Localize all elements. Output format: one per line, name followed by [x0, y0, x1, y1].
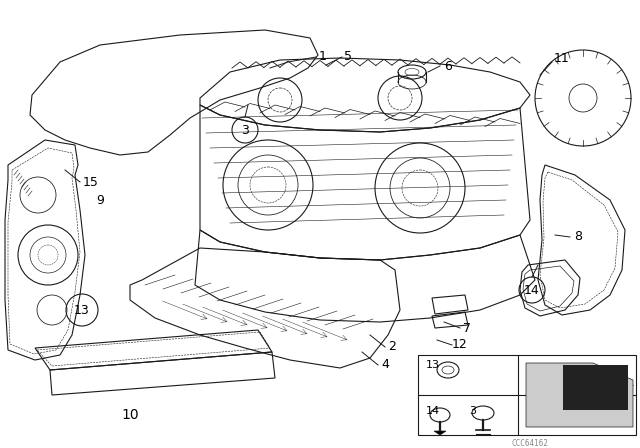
- Text: 5: 5: [344, 51, 352, 64]
- Text: 14: 14: [426, 406, 440, 416]
- Text: 13: 13: [74, 303, 90, 316]
- Text: 13: 13: [426, 360, 440, 370]
- Text: 12: 12: [452, 339, 468, 352]
- Text: 3: 3: [241, 124, 249, 137]
- Text: CCC64162: CCC64162: [511, 439, 548, 448]
- Polygon shape: [434, 431, 446, 435]
- Text: 7: 7: [463, 322, 471, 335]
- Text: 14: 14: [524, 284, 540, 297]
- Text: 3: 3: [469, 406, 476, 416]
- Text: 10: 10: [121, 408, 139, 422]
- Text: 11: 11: [554, 52, 570, 65]
- Text: 4: 4: [381, 358, 389, 371]
- Polygon shape: [526, 363, 633, 427]
- Bar: [418, 355, 636, 435]
- Polygon shape: [563, 365, 628, 410]
- Text: 9: 9: [96, 194, 104, 207]
- Text: 1: 1: [319, 51, 327, 64]
- Text: 8: 8: [574, 231, 582, 244]
- Text: 6: 6: [444, 60, 452, 73]
- Text: 15: 15: [83, 176, 99, 189]
- Text: 2: 2: [388, 340, 396, 353]
